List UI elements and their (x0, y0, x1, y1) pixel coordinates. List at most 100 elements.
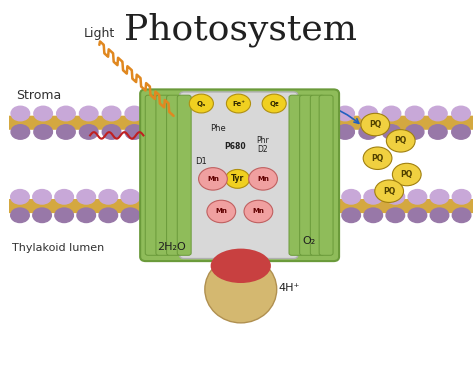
Circle shape (210, 189, 228, 204)
Circle shape (428, 125, 447, 139)
Circle shape (11, 189, 29, 204)
Circle shape (364, 189, 383, 204)
FancyBboxPatch shape (140, 89, 339, 261)
Circle shape (249, 168, 277, 190)
Circle shape (226, 169, 250, 188)
Circle shape (77, 208, 95, 223)
Circle shape (102, 106, 121, 121)
Circle shape (102, 125, 121, 139)
Circle shape (55, 189, 73, 204)
Text: Qᴇ: Qᴇ (269, 100, 279, 107)
Text: D2: D2 (258, 145, 268, 154)
Circle shape (125, 125, 144, 139)
FancyBboxPatch shape (166, 95, 181, 255)
Circle shape (121, 189, 140, 204)
Text: PQ: PQ (372, 154, 383, 163)
Circle shape (262, 94, 286, 113)
Circle shape (231, 208, 250, 223)
Ellipse shape (210, 249, 271, 283)
Circle shape (143, 189, 162, 204)
FancyBboxPatch shape (289, 95, 303, 255)
Circle shape (80, 106, 98, 121)
FancyBboxPatch shape (333, 116, 474, 130)
Circle shape (254, 208, 272, 223)
Circle shape (57, 106, 75, 121)
Circle shape (33, 208, 51, 223)
FancyBboxPatch shape (310, 95, 324, 255)
FancyBboxPatch shape (300, 95, 314, 255)
Circle shape (199, 168, 228, 190)
Circle shape (342, 208, 360, 223)
Circle shape (33, 189, 51, 204)
Circle shape (55, 208, 73, 223)
Text: PQ: PQ (383, 187, 395, 196)
Circle shape (207, 200, 236, 223)
Circle shape (386, 130, 415, 152)
Circle shape (359, 106, 378, 121)
Circle shape (34, 106, 53, 121)
FancyBboxPatch shape (156, 95, 170, 255)
Circle shape (382, 125, 401, 139)
Text: Thylakoid lumen: Thylakoid lumen (11, 243, 104, 253)
Circle shape (361, 113, 390, 136)
Circle shape (364, 208, 383, 223)
Text: Mn: Mn (215, 208, 227, 215)
Circle shape (99, 208, 118, 223)
Circle shape (452, 106, 470, 121)
Circle shape (298, 189, 316, 204)
Circle shape (276, 208, 294, 223)
Circle shape (320, 208, 338, 223)
Circle shape (210, 208, 228, 223)
FancyBboxPatch shape (319, 95, 333, 255)
Text: Tyr: Tyr (231, 174, 244, 183)
Text: Phr: Phr (256, 137, 269, 145)
Circle shape (452, 208, 471, 223)
Circle shape (392, 163, 421, 186)
Circle shape (342, 189, 360, 204)
Circle shape (320, 189, 338, 204)
Circle shape (165, 208, 184, 223)
Circle shape (336, 125, 355, 139)
Circle shape (34, 125, 53, 139)
Circle shape (430, 208, 449, 223)
Text: PQ: PQ (369, 120, 382, 129)
Text: Stroma: Stroma (17, 89, 62, 102)
Circle shape (405, 125, 424, 139)
Circle shape (386, 208, 405, 223)
FancyBboxPatch shape (180, 92, 298, 258)
Circle shape (187, 208, 206, 223)
Circle shape (363, 147, 392, 169)
FancyBboxPatch shape (145, 95, 159, 255)
Circle shape (231, 189, 250, 204)
Circle shape (11, 208, 29, 223)
Circle shape (165, 189, 184, 204)
Text: Phe: Phe (210, 124, 226, 133)
Text: 4H⁺: 4H⁺ (279, 283, 300, 293)
Circle shape (276, 189, 294, 204)
Text: Fe⁺: Fe⁺ (232, 100, 245, 107)
Text: O₂: O₂ (303, 236, 316, 246)
Text: Light: Light (84, 27, 115, 41)
FancyBboxPatch shape (8, 199, 474, 213)
Circle shape (359, 125, 378, 139)
Circle shape (99, 189, 118, 204)
Ellipse shape (205, 256, 277, 323)
Circle shape (428, 106, 447, 121)
Circle shape (254, 189, 272, 204)
Circle shape (125, 106, 144, 121)
Circle shape (11, 106, 29, 121)
Circle shape (408, 189, 427, 204)
Circle shape (298, 208, 316, 223)
Text: Mn: Mn (253, 208, 264, 215)
Circle shape (452, 189, 471, 204)
Text: Mn: Mn (207, 176, 219, 182)
Circle shape (11, 125, 29, 139)
Circle shape (336, 106, 355, 121)
Text: D1: D1 (195, 157, 207, 166)
Circle shape (430, 189, 449, 204)
Circle shape (189, 94, 213, 113)
Circle shape (121, 208, 140, 223)
Circle shape (408, 208, 427, 223)
Text: PQ: PQ (395, 137, 407, 145)
Text: Photosystem: Photosystem (124, 12, 357, 47)
